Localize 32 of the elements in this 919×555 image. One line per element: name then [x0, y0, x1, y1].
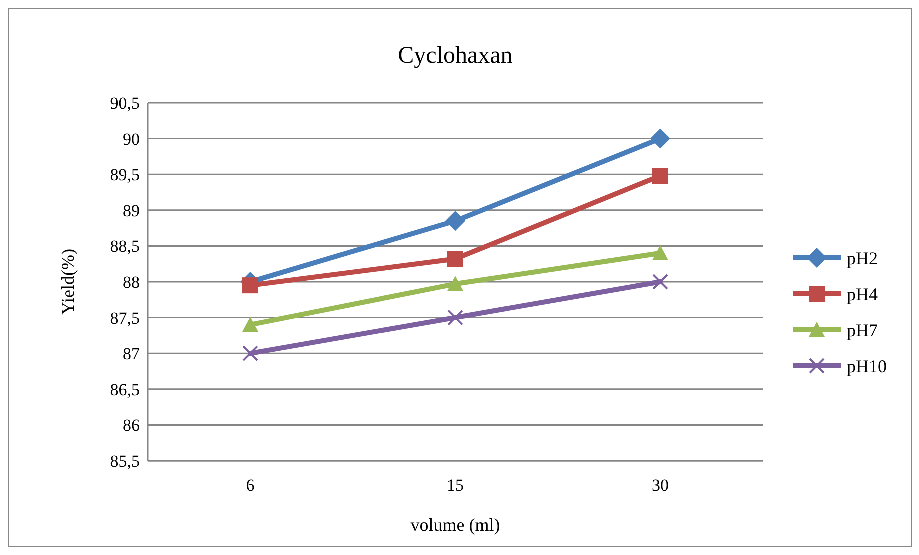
chart-title: Cyclohaxan: [398, 43, 513, 69]
x-tick-label: 30: [652, 476, 669, 495]
x-tick-label: 6: [246, 476, 255, 495]
point: [446, 211, 466, 232]
y-tick-label: 86: [123, 416, 140, 436]
y-tick-label: 89,5: [110, 166, 140, 185]
y-tick-label: 90: [123, 130, 140, 149]
y-tick-label: 88,5: [110, 237, 140, 256]
y-tick-label: 85,5: [110, 452, 140, 471]
y-tick-label: 87,5: [110, 308, 140, 328]
legend-label: pH2: [847, 248, 878, 268]
x-axis-title: volume (ml): [410, 515, 500, 535]
point: [650, 128, 670, 149]
legend-label: pH4: [847, 284, 878, 304]
point: [652, 274, 668, 290]
point: [448, 310, 464, 326]
legend-label: pH10: [847, 356, 887, 376]
x-tick-label: 15: [447, 476, 464, 495]
legend-label: pH7: [847, 320, 878, 340]
point: [242, 278, 258, 294]
point: [242, 346, 258, 362]
point: [652, 245, 668, 260]
y-tick-label: 87: [123, 344, 140, 364]
y-tick-label: 88: [123, 272, 140, 292]
y-tick-label: 89: [123, 201, 140, 220]
y-tick-label: 90,5: [110, 94, 140, 113]
point: [242, 316, 258, 332]
point: [448, 251, 464, 268]
y-tick-label: 86,5: [110, 380, 140, 400]
point: [448, 276, 464, 292]
y-axis-title: Yield(%): [58, 249, 78, 315]
point: [652, 168, 668, 184]
